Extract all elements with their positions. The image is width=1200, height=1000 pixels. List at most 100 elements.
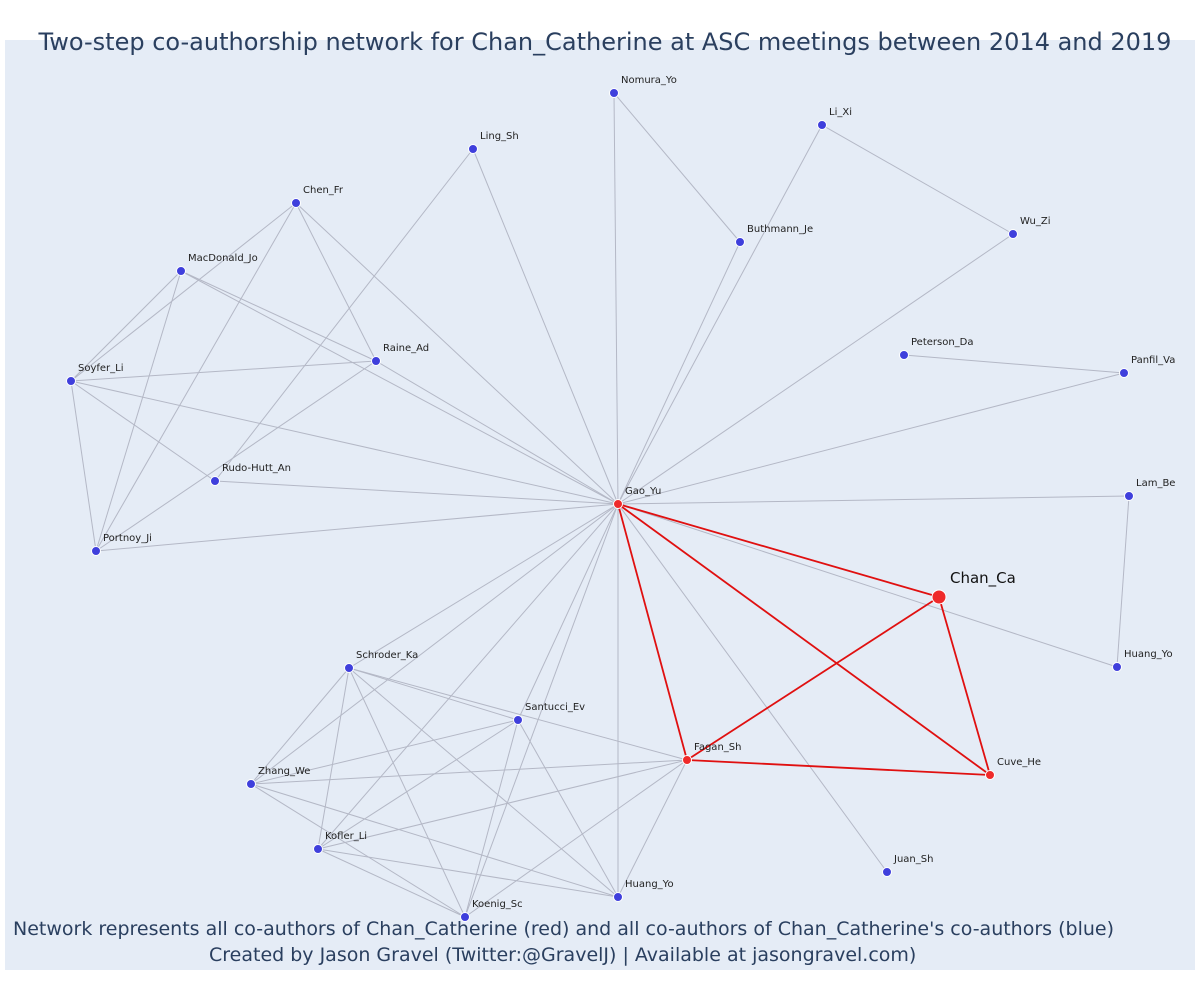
edge-Chan_Ca-Gao_Yu [617, 503, 940, 598]
node-label-Fagan_Sh: Fagan_Sh [694, 742, 741, 753]
node-Peterson_Da[interactable] [899, 350, 909, 360]
edge-layer [70, 92, 1130, 918]
edge-Chan_Ca-Fagan_Sh [686, 596, 940, 761]
node-label-Kofler_Li: Kofler_Li [325, 831, 367, 842]
node-Koenig_Sc[interactable] [460, 912, 470, 922]
node-Li_Xi[interactable] [817, 120, 827, 130]
edge-Kofler_Li-Koenig_Sc [317, 848, 466, 918]
node-Buthmann_Je[interactable] [735, 237, 745, 247]
node-Santucci_Ev[interactable] [513, 715, 523, 725]
node-label-Huang_Yo_1: Huang_Yo [1124, 649, 1173, 660]
edge-Gao_Yu-Chen_Fr [295, 202, 619, 505]
node-Lam_Be[interactable] [1124, 491, 1134, 501]
node-label-Chan_Ca: Chan_Ca [950, 569, 1016, 588]
node-Soyfer_Li[interactable] [66, 376, 76, 386]
node-Ling_Sh[interactable] [468, 144, 478, 154]
edge-Peterson_Da-Panfil_Va [903, 354, 1125, 374]
edge-Schroder_Ka-Huang_Yo_2 [348, 667, 619, 898]
edge-Gao_Yu-Portnoy_Ji [95, 503, 619, 552]
edge-Gao_Yu-Raine_Ad [375, 360, 619, 505]
node-layer [66, 88, 1134, 922]
node-Cuve_He[interactable] [985, 770, 995, 780]
node-label-Juan_Sh: Juan_Sh [893, 854, 933, 865]
edge-Santucci_Ev-Kofler_Li [317, 719, 519, 850]
edge-Gao_Yu-Zhang_We [250, 503, 619, 785]
node-Schroder_Ka[interactable] [344, 663, 354, 673]
edge-Gao_Yu-Rudo-Hutt_An [214, 480, 619, 505]
node-Kofler_Li[interactable] [313, 844, 323, 854]
node-label-Schroder_Ka: Schroder_Ka [356, 650, 418, 661]
node-Portnoy_Ji[interactable] [91, 546, 101, 556]
edge-Schroder_Ka-Santucci_Ev [348, 667, 519, 721]
edge-Zhang_We-Koenig_Sc [250, 783, 466, 918]
edge-Zhang_We-Huang_Yo_2 [250, 783, 619, 898]
node-label-Rudo-Hutt_An: Rudo-Hutt_An [222, 463, 291, 474]
edge-Ling_Sh-Rudo-Hutt_An [214, 148, 474, 482]
edge-Schroder_Ka-Kofler_Li [317, 667, 350, 850]
node-Wu_Zi[interactable] [1008, 229, 1018, 239]
edge-Santucci_Ev-Huang_Yo_2 [517, 719, 619, 898]
node-label-Gao_Yu: Gao_Yu [625, 486, 661, 497]
edge-Fagan_Sh-Huang_Yo_2 [617, 759, 688, 898]
node-label-Soyfer_Li: Soyfer_Li [78, 363, 124, 374]
node-Huang_Yo_2[interactable] [613, 892, 623, 902]
node-Rudo-Hutt_An[interactable] [210, 476, 220, 486]
node-Chan_Ca[interactable] [931, 589, 947, 605]
node-MacDonald_Jo[interactable] [176, 266, 186, 276]
node-label-Cuve_He: Cuve_He [997, 757, 1041, 768]
edge-Gao_Yu-MacDonald_Jo [180, 270, 619, 505]
edge-Gao_Yu-Santucci_Ev [517, 503, 619, 721]
node-Huang_Yo_1[interactable] [1112, 662, 1122, 672]
edge-Schroder_Ka-Koenig_Sc [348, 667, 466, 918]
node-label-Zhang_We: Zhang_We [258, 766, 310, 777]
node-Fagan_Sh[interactable] [682, 755, 692, 765]
caption-line-2: Created by Jason Gravel (Twitter:@Gravel… [209, 944, 917, 966]
node-label-Panfil_Va: Panfil_Va [1131, 355, 1175, 366]
edge-Gao_Yu-Schroder_Ka [348, 503, 619, 669]
node-label-MacDonald_Jo: MacDonald_Jo [188, 253, 258, 264]
node-Chen_Fr[interactable] [291, 198, 301, 208]
edge-Santucci_Ev-Koenig_Sc [464, 719, 519, 918]
node-label-Nomura_Yo: Nomura_Yo [621, 75, 677, 86]
edge-Gao_Yu-Lam_Be [617, 495, 1130, 505]
node-label-Ling_Sh: Ling_Sh [480, 131, 519, 142]
node-Gao_Yu[interactable] [613, 499, 623, 509]
node-label-Santucci_Ev: Santucci_Ev [525, 702, 585, 713]
edge-Gao_Yu-Huang_Yo_1 [617, 503, 1118, 668]
edge-Soyfer_Li-Rudo-Hutt_An [70, 380, 216, 482]
node-label-Chen_Fr: Chen_Fr [303, 185, 344, 196]
node-label-Huang_Yo_2: Huang_Yo [625, 879, 674, 890]
edge-Schroder_Ka-Fagan_Sh [348, 667, 688, 761]
edge-Schroder_Ka-Zhang_We [250, 667, 350, 785]
edge-Lam_Be-Huang_Yo_1 [1116, 495, 1130, 668]
edge-Gao_Yu-Juan_Sh [617, 503, 888, 873]
edge-Fagan_Sh-Cuve_He [686, 759, 991, 776]
edge-Soyfer_Li-Portnoy_Ji [70, 380, 97, 552]
node-Panfil_Va[interactable] [1119, 368, 1129, 378]
edge-Gao_Yu-Nomura_Yo [613, 92, 619, 505]
node-label-Buthmann_Je: Buthmann_Je [747, 224, 813, 235]
edge-Santucci_Ev-Zhang_We [250, 719, 519, 785]
edge-Li_Xi-Wu_Zi [821, 124, 1014, 235]
edge-Gao_Yu-Soyfer_Li [70, 380, 619, 505]
node-label-Lam_Be: Lam_Be [1136, 478, 1175, 489]
node-label-Li_Xi: Li_Xi [829, 107, 852, 118]
label-layer: Nomura_Yo Li_Xi Ling_Sh Chen_Fr Buthmann_Je W… [78, 75, 1175, 910]
caption-line-1: Network represents all co-authors of Cha… [13, 918, 1114, 940]
edge-Chen_Fr-Portnoy_Ji [95, 202, 297, 552]
node-Nomura_Yo[interactable] [609, 88, 619, 98]
node-Zhang_We[interactable] [246, 779, 256, 789]
edge-Chen_Fr-Raine_Ad [295, 202, 377, 362]
edge-Gao_Yu-Buthmann_Je [617, 241, 741, 505]
node-Raine_Ad[interactable] [371, 356, 381, 366]
node-Juan_Sh[interactable] [882, 867, 892, 877]
edge-Gao_Yu-Cuve_He [617, 503, 991, 776]
edge-Gao_Yu-Panfil_Va [617, 372, 1125, 505]
node-label-Wu_Zi: Wu_Zi [1020, 216, 1051, 227]
edge-MacDonald_Jo-Portnoy_Ji [95, 270, 182, 552]
edge-Gao_Yu-Ling_Sh [472, 148, 619, 505]
edge-Fagan_Sh-Kofler_Li [317, 759, 688, 850]
edge-Raine_Ad-Portnoy_Ji [95, 360, 377, 552]
edge-Fagan_Sh-Zhang_We [250, 759, 688, 785]
